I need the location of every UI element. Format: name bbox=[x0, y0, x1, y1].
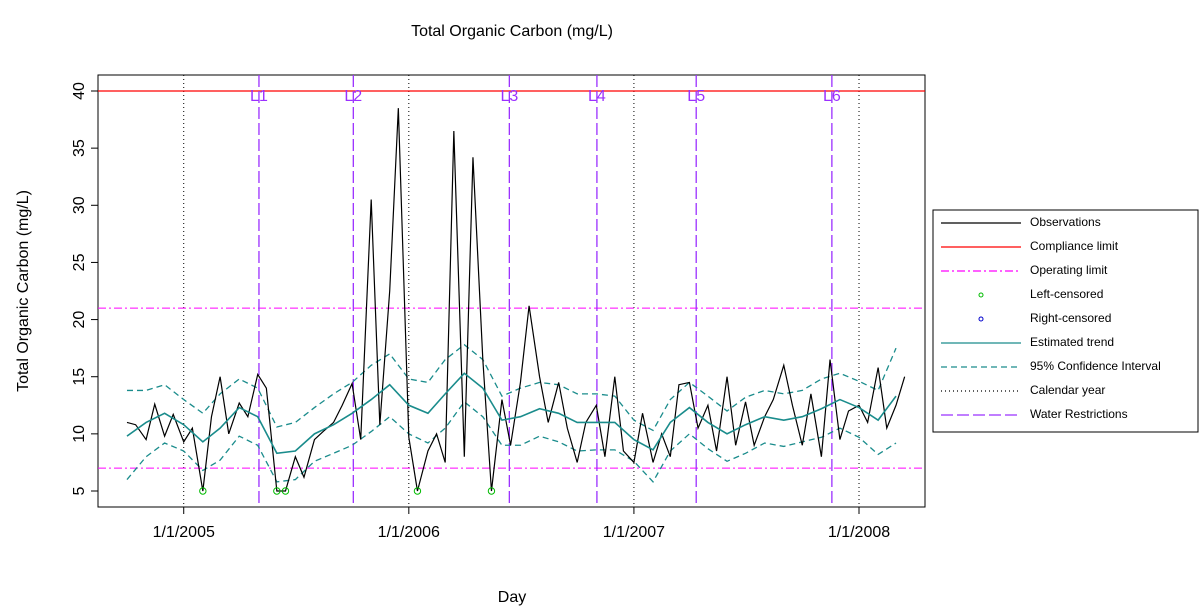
y-tick-label: 5 bbox=[71, 486, 88, 495]
legend-label: Water Restrictions bbox=[1030, 407, 1128, 421]
legend-label: Left-censored bbox=[1030, 287, 1103, 301]
y-tick-label: 20 bbox=[71, 311, 88, 329]
legend-swatch bbox=[978, 292, 984, 298]
water-restriction-label: L4 bbox=[588, 88, 606, 105]
x-axis-label: Day bbox=[498, 589, 526, 606]
legend-label: Right-censored bbox=[1030, 311, 1111, 325]
x-tick-label: 1/1/2005 bbox=[153, 524, 215, 541]
legend-label: Compliance limit bbox=[1030, 239, 1119, 253]
censored-point bbox=[413, 487, 422, 495]
water-restriction-label: L2 bbox=[344, 88, 362, 105]
series-line bbox=[126, 108, 906, 492]
censored-point bbox=[273, 487, 281, 495]
x-tick-label: 1/1/2006 bbox=[378, 524, 440, 541]
censored-point bbox=[199, 487, 207, 495]
x-tick-label: 1/1/2008 bbox=[828, 524, 890, 541]
legend-label: 95% Confidence Interval bbox=[1030, 359, 1161, 373]
legend-swatch bbox=[978, 316, 984, 322]
legend-box bbox=[932, 209, 1199, 433]
water-restriction-label: L1 bbox=[250, 88, 268, 105]
y-axis-label: Total Organic Carbon (mg/L) bbox=[15, 190, 32, 392]
plot-frame bbox=[97, 74, 926, 508]
y-tick-label: 40 bbox=[71, 82, 88, 100]
y-tick-label: 30 bbox=[71, 196, 88, 214]
water-restriction-label: L5 bbox=[687, 88, 705, 105]
x-tick-label: 1/1/2007 bbox=[603, 524, 665, 541]
legend-label: Estimated trend bbox=[1030, 335, 1114, 349]
legend-label: Observations bbox=[1030, 215, 1101, 229]
water-restriction-label: L6 bbox=[823, 88, 841, 105]
censored-point bbox=[487, 487, 496, 495]
chart-title: Total Organic Carbon (mg/L) bbox=[411, 23, 613, 40]
y-tick-label: 10 bbox=[71, 425, 88, 443]
legend-label: Operating limit bbox=[1030, 263, 1108, 277]
y-tick-label: 15 bbox=[71, 368, 88, 386]
legend-label: Calendar year bbox=[1030, 383, 1105, 397]
censored-point bbox=[281, 487, 290, 495]
water-restriction-label: L3 bbox=[500, 88, 518, 105]
series-line bbox=[126, 372, 897, 455]
y-tick-label: 25 bbox=[71, 253, 88, 271]
y-tick-label: 35 bbox=[71, 139, 88, 157]
